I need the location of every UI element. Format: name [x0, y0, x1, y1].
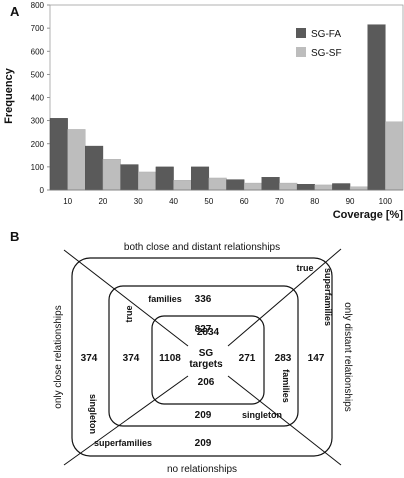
y-tick-label: 600	[31, 47, 45, 56]
count-outer-top: 336	[195, 294, 212, 305]
y-tick-label: 100	[31, 163, 45, 172]
legend-label-sg-sf: SG-SF	[311, 48, 342, 59]
legend-label-sg-fa: SG-FA	[311, 29, 341, 40]
label-only-distant: only distant relationships	[342, 302, 353, 412]
bar-sg-fa-40	[155, 166, 174, 191]
bar-sg-sf-90	[349, 186, 368, 191]
y-axis: 0 100 200 300 400 500 600 700 800	[31, 1, 50, 195]
y-tick-label: 700	[31, 24, 45, 33]
legend-swatch-sg-sf	[296, 47, 306, 57]
middle-box	[108, 285, 299, 427]
panel-label-b: B	[10, 229, 19, 244]
label-no-relationships: no relationships	[167, 464, 237, 475]
count-inner-left: 1108	[159, 353, 181, 364]
inner-box	[151, 315, 265, 405]
diagonal-top-left	[63, 249, 189, 347]
x-tick-label: 70	[275, 197, 284, 206]
bar-sg-sf-80	[314, 184, 333, 191]
x-tick-label: 60	[240, 197, 249, 206]
y-tick-label: 800	[31, 1, 45, 10]
label-both-relationships: both close and distant relationships	[124, 242, 280, 253]
count-inner-top: 2834	[197, 327, 220, 338]
center-label-sg: SG	[199, 348, 214, 359]
x-tick-label: 80	[310, 197, 319, 206]
bar-sg-fa-100	[367, 24, 386, 191]
bars	[49, 24, 404, 191]
x-tick-label: 40	[169, 197, 178, 206]
bar-sg-sf-40	[173, 180, 192, 191]
count-outer-bottom: 209	[195, 438, 212, 449]
diagonal-bottom-right	[227, 375, 342, 466]
y-tick-label: 300	[31, 117, 45, 126]
x-tick-label: 20	[98, 197, 107, 206]
count-outer-right: 147	[308, 353, 325, 364]
label-singleton-families-families: families	[281, 369, 291, 403]
label-true-families-true: true	[124, 305, 134, 322]
bar-sg-fa-70	[261, 177, 280, 191]
x-tick-label: 100	[379, 197, 393, 206]
bar-sg-fa-30	[120, 164, 139, 191]
bar-sg-sf-60	[243, 182, 262, 191]
bar-sg-sf-20	[102, 159, 121, 191]
x-axis-label: Coverage [%]	[333, 209, 404, 221]
x-axis: 10 20 30 40 50 60 70 80 90 100	[50, 189, 403, 206]
y-tick-label: 0	[40, 186, 45, 195]
label-true-superfamilies-superfamilies: superfamilies	[323, 268, 333, 326]
count-outer-left: 374	[81, 353, 98, 364]
label-only-close: only close relationships	[53, 305, 64, 408]
count-inner-right: 271	[239, 353, 256, 364]
bar-sg-sf-50	[208, 177, 227, 191]
count-middle-right: 283	[275, 353, 292, 364]
panel-label-a: A	[10, 4, 20, 19]
count-inner-bottom: 206	[198, 377, 215, 388]
chart-panel-a: A Frequency 0 100 200 300 400 500 600 700 800 10…	[3, 1, 404, 221]
x-tick-label: 50	[204, 197, 213, 206]
count-middle-bottom: 209	[195, 410, 212, 421]
bar-sg-fa-10	[49, 118, 68, 191]
x-tick-label: 90	[346, 197, 355, 206]
label-true-families-families: families	[148, 294, 182, 304]
bar-sg-sf-70	[279, 182, 298, 191]
legend-swatch-sg-fa	[296, 28, 306, 38]
count-middle-top: 827	[195, 324, 212, 335]
bar-sg-fa-90	[332, 183, 351, 191]
label-singleton-superfamilies-superfamilies: superfamilies	[94, 438, 152, 448]
bar-sg-fa-60	[226, 179, 245, 191]
bar-sg-fa-80	[296, 184, 315, 191]
bar-sg-sf-30	[138, 171, 157, 191]
outer-box	[71, 257, 333, 457]
x-tick-label: 30	[134, 197, 143, 206]
bar-sg-sf-100	[385, 121, 404, 191]
label-singleton-families-singleton: singleton	[242, 410, 282, 420]
y-axis-label: Frequency	[3, 67, 15, 124]
bar-sg-fa-20	[85, 145, 104, 191]
bar-sg-fa-50	[190, 166, 210, 191]
legend: SG-FA SG-SF	[296, 28, 342, 59]
y-tick-label: 200	[31, 140, 45, 149]
diagram-panel-b: B both close and distant relationships n…	[10, 229, 353, 475]
x-tick-label: 10	[63, 197, 72, 206]
center-label-targets: targets	[189, 359, 223, 370]
diagonal-top-right	[227, 248, 342, 347]
y-tick-label: 500	[31, 70, 45, 79]
y-tick-label: 400	[31, 94, 45, 103]
diagonal-bottom-left	[63, 375, 189, 466]
count-middle-left: 374	[123, 353, 140, 364]
bar-sg-sf-10	[67, 129, 86, 191]
label-singleton-superfamilies-singleton: singleton	[88, 394, 98, 434]
label-true-superfamilies-true: true	[296, 263, 313, 273]
